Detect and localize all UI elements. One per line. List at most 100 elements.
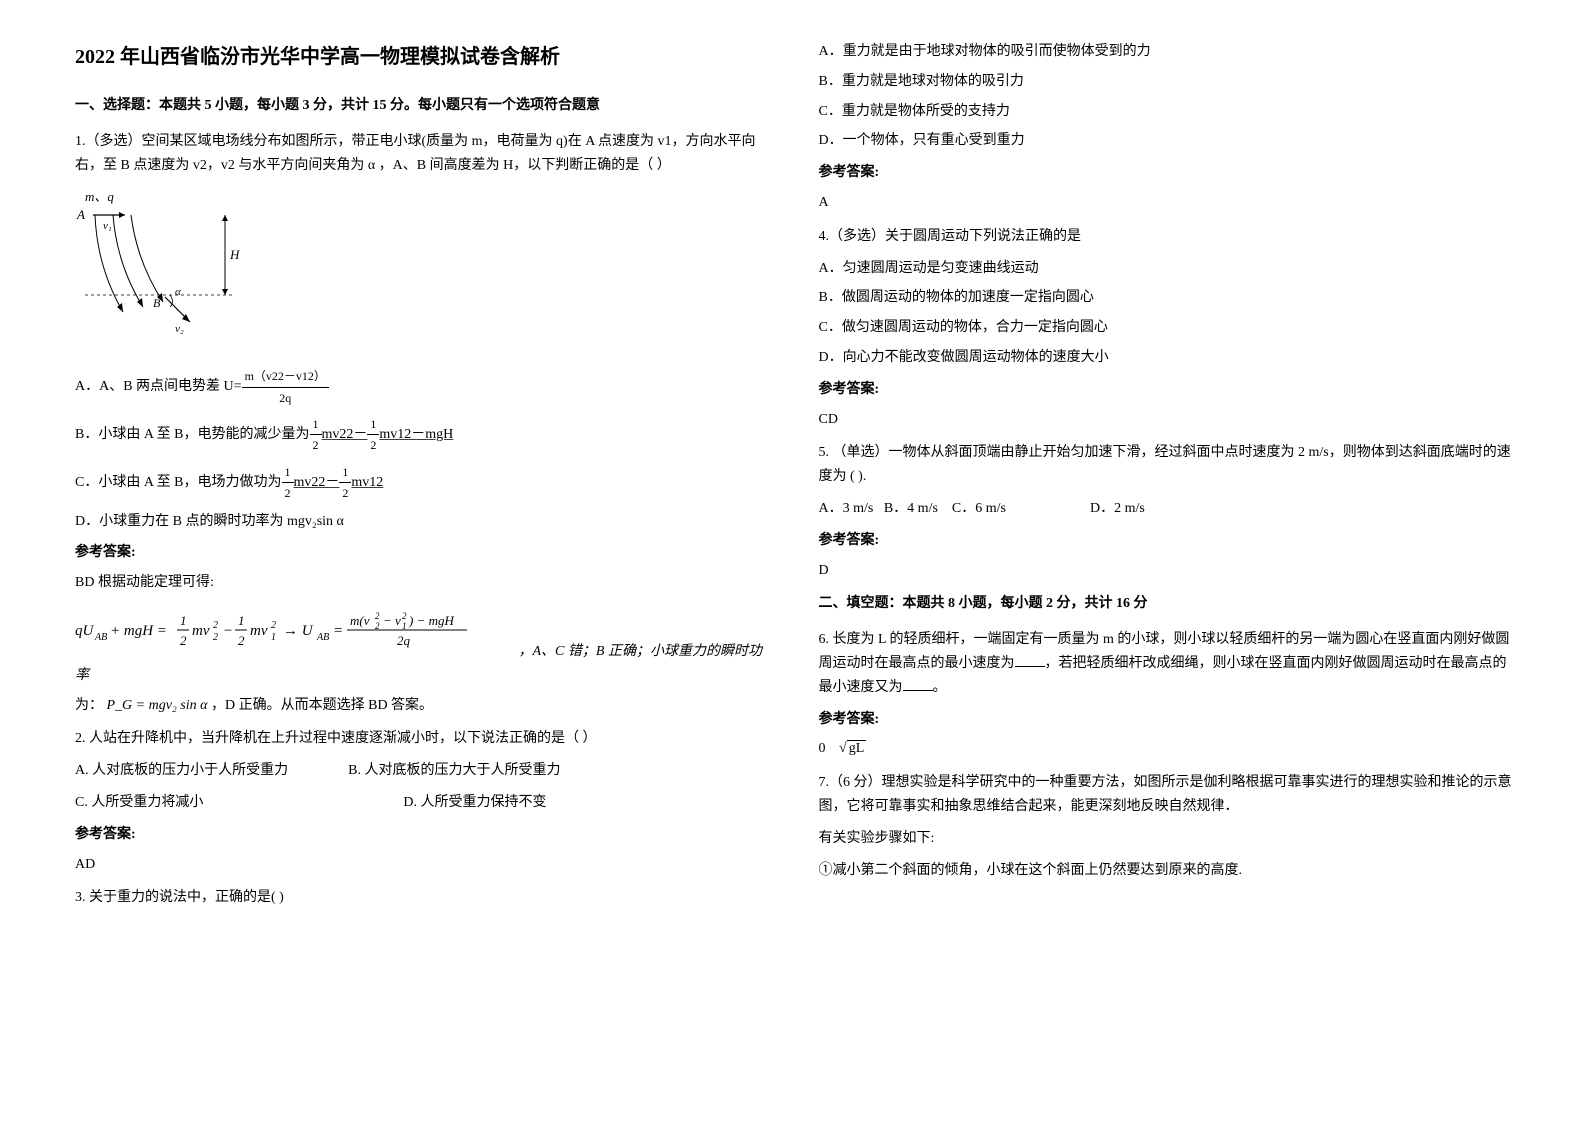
q4-answer-label: 参考答案:: [819, 378, 1513, 402]
question-4: 4.（多选）关于圆周运动下列说法正确的是 A．匀速圆周运动是匀变速曲线运动 B．…: [819, 225, 1513, 432]
q2-option-d: D. 人所受重力保持不变: [403, 791, 546, 815]
q3-answer-label: 参考答案:: [819, 161, 1513, 185]
q6-answer-label: 参考答案:: [819, 708, 1513, 732]
q2-answer-label: 参考答案:: [75, 823, 769, 847]
q1-ans-l2-prefix: 为：: [75, 698, 103, 713]
svg-text:1: 1: [238, 613, 245, 628]
q1-a-prefix: A．A、B 两点间电势差 U=: [75, 379, 242, 394]
svg-text:AB: AB: [94, 632, 107, 643]
q4-answer-value: CD: [819, 408, 1513, 432]
q1-b-prefix: B．小球由 A 至 B，电势能的减少量为: [75, 427, 310, 442]
q3-option-b: B．重力就是地球对物体的吸引力: [819, 70, 1513, 94]
q4-text: 4.（多选）关于圆周运动下列说法正确的是: [819, 225, 1513, 249]
q4-option-c: C．做匀速圆周运动的物体，合力一定指向圆心: [819, 316, 1513, 340]
q1-b-mid2: mv12－mgH: [379, 427, 453, 442]
q2-option-a: A. 人对底板的压力小于人所受重力: [75, 759, 288, 783]
svg-text:H: H: [229, 247, 240, 262]
svg-text:m、q: m、q: [85, 189, 114, 204]
q1-option-d: D．小球重力在 B 点的瞬时功率为 mgv₂sin α: [75, 510, 769, 534]
question-3: 3. 关于重力的说法中，正确的是( ): [75, 886, 769, 910]
question-7: 7.（6 分）理想实验是科学研究中的一种重要方法，如图所示是伽利略根据可靠事实进…: [819, 771, 1513, 882]
q1-option-a: A．A、B 两点间电势差 U=m（v22－v12）2q: [75, 366, 769, 408]
svg-text:2: 2: [375, 611, 380, 621]
q6-sqrt-inner: gL: [847, 740, 867, 756]
q6-sqrt: √gL: [839, 741, 866, 756]
q3-text: 3. 关于重力的说法中，正确的是( ): [75, 886, 769, 910]
svg-text:+ mgH =: + mgH =: [110, 623, 167, 639]
q4-option-b: B．做圆周运动的物体的加速度一定指向圆心: [819, 286, 1513, 310]
q7-step1: ①减小第二个斜面的倾角，小球在这个斜面上仍然要达到原来的高度.: [819, 859, 1513, 883]
svg-text:2q: 2q: [397, 633, 411, 648]
field-lines-diagram: m、q A v₁ H B α v₂: [75, 187, 255, 347]
question-5: 5. （单选）一物体从斜面顶端由静止开始匀加速下滑，经过斜面中点时速度为 2 m…: [819, 441, 1513, 582]
svg-text:2: 2: [213, 632, 218, 643]
svg-text:mv: mv: [250, 623, 268, 639]
q5-answer-value: D: [819, 559, 1513, 583]
q1-b-mid: mv22－: [322, 427, 368, 442]
q5-text: 5. （单选）一物体从斜面顶端由静止开始匀加速下滑，经过斜面中点时速度为 2 m…: [819, 441, 1513, 489]
q3-option-d: D．一个物体，只有重心受到重力: [819, 129, 1513, 153]
q6-text: 6. 长度为 L 的轻质细杆，一端固定有一质量为 m 的小球，则小球以轻质细杆的…: [819, 628, 1513, 699]
svg-text:=: =: [333, 623, 343, 639]
q1-text: 1.（多选）空间某区域电场线分布如图所示，带正电小球(质量为 m，电荷量为 q)…: [75, 130, 769, 178]
q1-ans-l2-suffix: ，D 正确。从而本题选择 BD 答案。: [211, 698, 433, 713]
svg-text:A: A: [76, 207, 85, 222]
svg-text:−: −: [223, 623, 233, 639]
q1-b-half-den-1: 2: [310, 435, 322, 455]
q2-option-c: C. 人所受重力将减小: [75, 791, 203, 815]
svg-text:mv: mv: [192, 623, 210, 639]
svg-text:1: 1: [271, 632, 276, 643]
svg-text:v₁: v₁: [103, 220, 112, 232]
svg-text:→ U: → U: [283, 623, 314, 639]
exam-title: 2022 年山西省临汾市光华中学高一物理模拟试卷含解析: [75, 40, 769, 74]
q1-c-mid2: mv12: [351, 475, 383, 490]
q1-formula: qU AB + mgH = 1 2 mv 2 2 − 1 2 mv 2 1 → …: [75, 605, 769, 688]
q1-answer-text: BD 根据动能定理可得:: [75, 571, 769, 595]
svg-text:2: 2: [271, 620, 276, 631]
svg-text:1: 1: [180, 613, 187, 628]
q6-answer-value: 0 √gL: [819, 737, 1513, 761]
q7-step-label: 有关实验步骤如下:: [819, 827, 1513, 851]
q1-c-half-den-1: 2: [282, 483, 294, 503]
svg-text:2: 2: [402, 611, 407, 621]
right-column: A．重力就是由于地球对物体的吸引而使物体受到的力 B．重力就是地球对物体的吸引力…: [794, 40, 1538, 1082]
q1-b-half-num-2: 1: [367, 414, 379, 435]
q1-c-prefix: C．小球由 A 至 B，电场力做功为: [75, 475, 282, 490]
q2-option-b: B. 人对底板的压力大于人所受重力: [348, 759, 560, 783]
q7-text: 7.（6 分）理想实验是科学研究中的一种重要方法，如图所示是伽利略根据可靠事实进…: [819, 771, 1513, 819]
svg-text:AB: AB: [316, 632, 329, 643]
q2-answer-value: AD: [75, 853, 769, 877]
section-2-header: 二、填空题：本题共 8 小题，每小题 2 分，共计 16 分: [819, 592, 1513, 616]
svg-text:m(v: m(v: [350, 613, 370, 628]
question-6: 6. 长度为 L 的轻质细杆，一端固定有一质量为 m 的小球，则小球以轻质细杆的…: [819, 628, 1513, 761]
q5-answer-label: 参考答案:: [819, 529, 1513, 553]
q1-b-half-den-2: 2: [367, 435, 379, 455]
q4-option-d: D．向心力不能改变做圆周运动物体的速度大小: [819, 346, 1513, 370]
q6-blank-2: [903, 677, 933, 691]
question-2: 2. 人站在升降机中，当升降机在上升过程中速度逐渐减小时，以下说法正确的是（ ）…: [75, 727, 769, 876]
section-1-header: 一、选择题：本题共 5 小题，每小题 3 分，共计 15 分。每小题只有一个选项…: [75, 94, 769, 118]
svg-text:v₂: v₂: [175, 323, 184, 335]
q1-c-mid: mv22－: [294, 475, 340, 490]
q1-a-den: 2q: [242, 388, 329, 408]
q4-option-a: A．匀速圆周运动是匀变速曲线运动: [819, 257, 1513, 281]
svg-text:2: 2: [213, 620, 218, 631]
svg-text:qU: qU: [75, 623, 95, 639]
q1-ans-l2-formula: P_G = mgv₂ sin α: [107, 698, 208, 713]
left-column: 2022 年山西省临汾市光华中学高一物理模拟试卷含解析 一、选择题：本题共 5 …: [50, 40, 794, 1082]
q6-blank-1: [1015, 653, 1045, 667]
q3-option-a: A．重力就是由于地球对物体的吸引而使物体受到的力: [819, 40, 1513, 64]
q1-b-half-num-1: 1: [310, 414, 322, 435]
svg-text:2: 2: [180, 633, 187, 648]
q5-options: A．3 m/s B．4 m/s C．6 m/s D．2 m/s: [819, 497, 1513, 521]
q1-option-b: B．小球由 A 至 B，电势能的减少量为12mv22－12mv12－mgH: [75, 414, 769, 456]
q2-row-1: A. 人对底板的压力小于人所受重力 B. 人对底板的压力大于人所受重力: [75, 759, 769, 783]
svg-text:− v: − v: [383, 613, 401, 628]
q1-ans-prefix: BD 根据动能定理可得:: [75, 575, 214, 590]
q1-a-num: m（v22－v12）: [242, 366, 329, 387]
q6-val1: 0: [819, 741, 826, 756]
q1-figure: m、q A v₁ H B α v₂: [75, 187, 769, 356]
svg-text:2: 2: [238, 633, 245, 648]
q1-c-half-num-2: 1: [339, 462, 351, 483]
svg-text:B: B: [153, 296, 161, 310]
